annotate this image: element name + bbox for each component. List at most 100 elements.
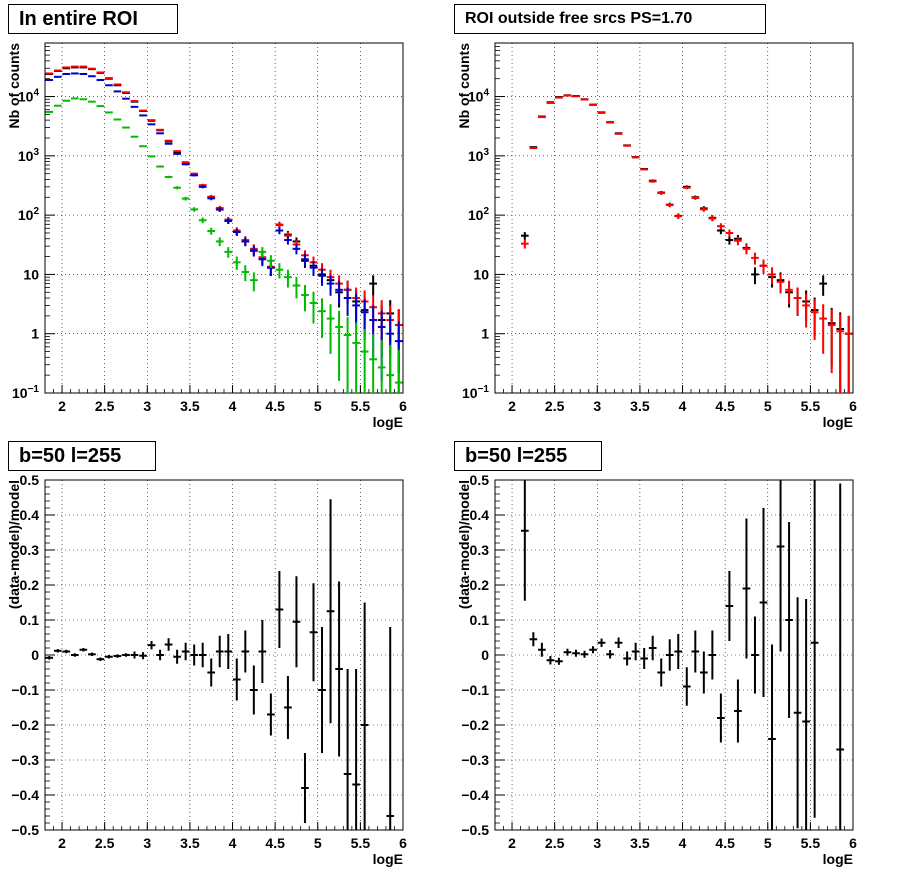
y-tick-label: 0.5 <box>470 472 490 488</box>
data-point <box>665 202 674 208</box>
data-point <box>62 99 71 102</box>
x-tick-label: 6 <box>399 835 407 851</box>
data-point <box>207 196 216 201</box>
data-point <box>606 650 614 659</box>
data-point <box>734 236 742 246</box>
data-point <box>139 145 147 148</box>
data-point <box>275 227 284 235</box>
x-tick-label: 2 <box>508 398 516 414</box>
data-point <box>589 104 597 107</box>
chart-title: ROI outside free srcs PS=1.70 <box>454 4 766 34</box>
data-point <box>614 637 623 648</box>
data-point <box>224 634 233 669</box>
data-point <box>173 150 181 153</box>
data-point <box>360 328 369 393</box>
data-point <box>301 253 309 267</box>
y-tick-exponent: −1 <box>478 384 490 395</box>
y-tick-label: 0.4 <box>470 507 490 523</box>
data-point <box>751 616 759 694</box>
data-point <box>623 144 631 147</box>
data-point <box>793 597 802 829</box>
data-point <box>62 649 71 654</box>
data-point <box>674 634 683 669</box>
y-tick-exponent: 2 <box>33 206 39 217</box>
data-point <box>318 298 326 338</box>
data-point <box>232 256 241 270</box>
data-point <box>691 630 700 673</box>
data-point <box>360 602 369 830</box>
data-point <box>147 119 156 122</box>
data-point <box>45 110 54 113</box>
x-tick-label: 5.5 <box>351 835 371 851</box>
data-point <box>79 648 88 652</box>
data-point <box>284 236 292 245</box>
y-tick-label: −0.2 <box>461 717 489 733</box>
data-point <box>776 480 785 652</box>
data-point <box>122 653 130 657</box>
data-point <box>45 656 54 660</box>
x-axis-label: logE <box>373 414 403 430</box>
data-point <box>623 651 631 666</box>
data-point <box>326 304 335 354</box>
x-tick-label: 3 <box>593 835 601 851</box>
x-tick-label: 4 <box>679 835 687 851</box>
x-axis-label: logE <box>823 851 853 867</box>
data-point <box>836 314 845 393</box>
x-tick-label: 4.5 <box>715 835 735 851</box>
data-point <box>751 267 759 285</box>
x-tick-label: 3 <box>593 398 601 414</box>
y-tick-label: 0.4 <box>20 507 40 523</box>
x-tick-label: 4.5 <box>265 835 285 851</box>
x-tick-label: 3.5 <box>630 835 650 851</box>
data-point <box>572 95 580 98</box>
y-tick-label: 102 <box>468 206 490 223</box>
data-point <box>563 94 572 97</box>
y-tick-label: 0.2 <box>20 577 40 593</box>
x-tick-label: 2.5 <box>545 835 565 851</box>
data-point <box>215 635 224 668</box>
y-tick-exponent: 3 <box>483 147 489 158</box>
data-point <box>70 653 79 657</box>
data-point <box>224 247 233 258</box>
y-tick-exponent: 4 <box>483 88 489 99</box>
data-point <box>207 658 216 687</box>
data-point <box>648 635 657 661</box>
x-tick-label: 2 <box>58 398 66 414</box>
chart-title: b=50 l=255 <box>8 441 156 471</box>
data-point <box>369 334 378 393</box>
y-tick-label: 0.2 <box>470 577 490 593</box>
data-point <box>275 571 284 648</box>
y-tick-exponent: −1 <box>28 384 40 395</box>
y-tick-label: 103 <box>468 147 490 164</box>
x-tick-label: 5.5 <box>801 835 821 851</box>
data-point <box>130 651 139 659</box>
x-tick-label: 4 <box>229 398 237 414</box>
data-point <box>648 180 657 183</box>
data-point <box>309 291 318 324</box>
data-point <box>292 276 301 299</box>
y-tick-label: 1 <box>31 326 39 342</box>
data-point <box>742 518 751 659</box>
data-point <box>725 229 734 237</box>
data-point <box>301 285 309 312</box>
data-point <box>232 228 241 236</box>
data-point <box>309 261 318 277</box>
data-point <box>555 657 563 665</box>
data-point <box>810 480 819 818</box>
data-point <box>156 128 164 131</box>
data-point <box>284 676 292 739</box>
data-point <box>802 293 810 328</box>
data-point <box>258 247 267 258</box>
data-point <box>326 275 335 296</box>
data-point <box>88 100 96 103</box>
y-tick-label: 0.3 <box>20 542 40 558</box>
y-tick-label: 1 <box>481 326 489 342</box>
data-point <box>79 98 88 101</box>
x-tick-label: 2.5 <box>545 398 565 414</box>
data-point <box>292 576 301 668</box>
data-point <box>198 185 207 189</box>
data-point <box>181 196 190 201</box>
data-point <box>844 315 853 393</box>
y-tick-label: 10−1 <box>462 384 489 401</box>
